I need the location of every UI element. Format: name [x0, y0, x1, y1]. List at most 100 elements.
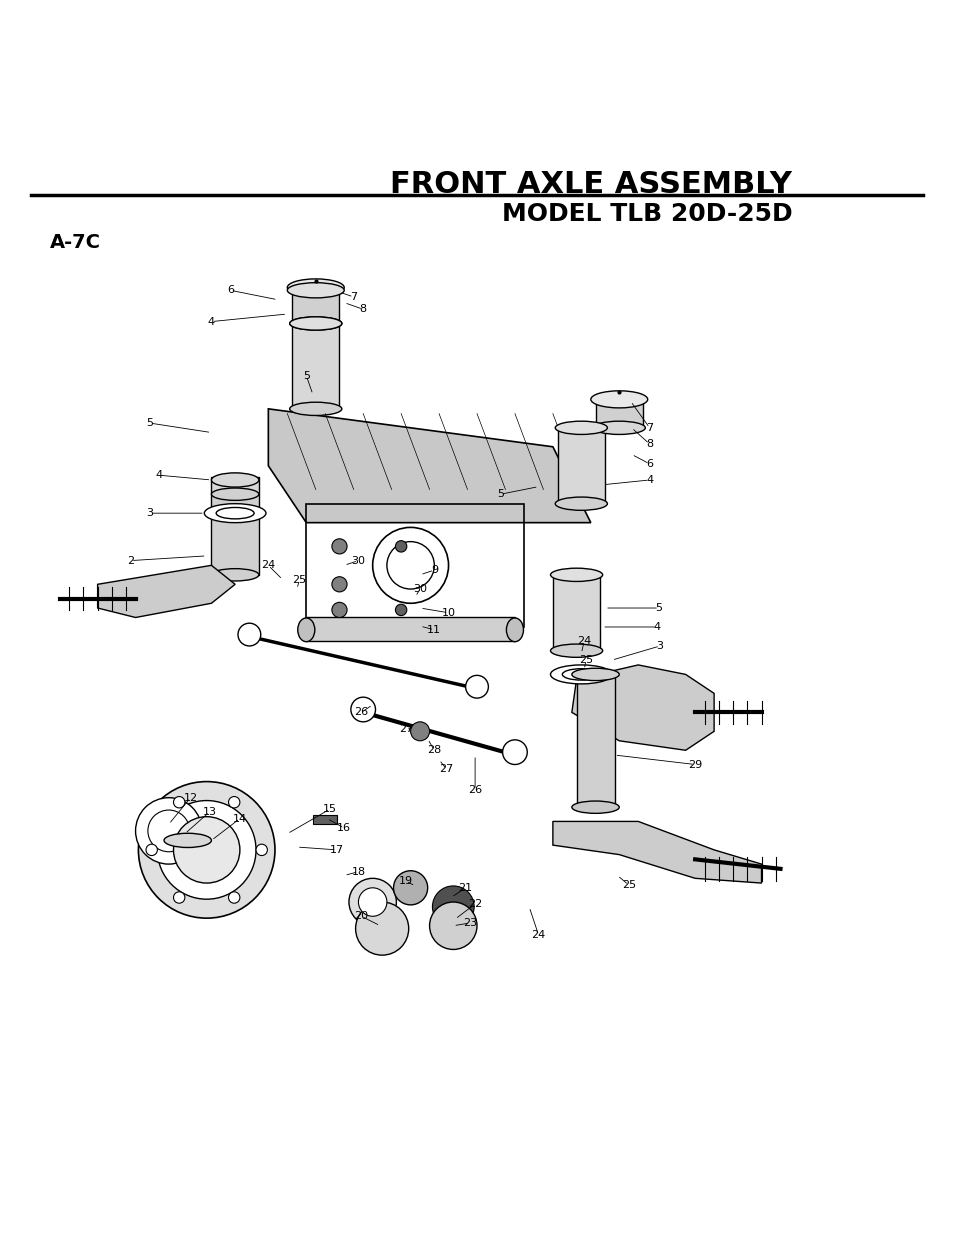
Circle shape	[173, 892, 185, 903]
Text: 25: 25	[621, 881, 635, 890]
Circle shape	[229, 797, 239, 808]
Circle shape	[138, 782, 274, 918]
Text: 28: 28	[427, 745, 441, 756]
Text: 8: 8	[645, 438, 653, 450]
Bar	[306, 618, 515, 641]
Circle shape	[355, 902, 408, 955]
Text: 15: 15	[323, 804, 336, 814]
Circle shape	[349, 878, 395, 926]
Ellipse shape	[590, 390, 647, 408]
Circle shape	[135, 798, 202, 864]
Bar	[595, 398, 642, 427]
Text: 27: 27	[398, 725, 413, 735]
Bar	[313, 815, 336, 824]
Text: 4: 4	[208, 316, 214, 326]
Ellipse shape	[212, 488, 258, 500]
Bar	[553, 574, 599, 651]
Circle shape	[332, 603, 347, 618]
Circle shape	[432, 885, 474, 927]
Polygon shape	[268, 409, 590, 522]
Text: 17: 17	[329, 845, 343, 855]
Circle shape	[429, 902, 476, 950]
Ellipse shape	[571, 802, 618, 814]
Text: 26: 26	[354, 708, 368, 718]
Text: 16: 16	[336, 823, 351, 834]
Ellipse shape	[290, 317, 341, 330]
Text: 4: 4	[645, 475, 653, 485]
Text: 24: 24	[261, 561, 275, 571]
Text: 5: 5	[655, 603, 662, 613]
Bar	[576, 674, 614, 808]
Text: 6: 6	[645, 459, 653, 469]
Circle shape	[148, 810, 190, 852]
Text: 13: 13	[202, 806, 216, 816]
Text: 26: 26	[468, 785, 481, 795]
Circle shape	[332, 538, 347, 555]
Polygon shape	[97, 566, 234, 618]
Ellipse shape	[212, 568, 258, 580]
Circle shape	[465, 676, 488, 698]
Text: 24: 24	[531, 930, 545, 940]
Ellipse shape	[297, 618, 314, 642]
Text: 30: 30	[351, 556, 365, 566]
Text: 27: 27	[439, 764, 454, 774]
Circle shape	[157, 800, 255, 899]
Circle shape	[229, 892, 239, 903]
Ellipse shape	[290, 403, 341, 415]
Ellipse shape	[287, 283, 344, 298]
Circle shape	[395, 604, 406, 615]
Ellipse shape	[506, 618, 523, 642]
Circle shape	[255, 845, 267, 856]
Circle shape	[237, 624, 260, 646]
Ellipse shape	[593, 421, 644, 435]
Text: 9: 9	[431, 566, 437, 576]
Bar	[292, 324, 339, 409]
Text: 5: 5	[302, 370, 310, 380]
Text: 5: 5	[497, 489, 504, 499]
Text: 10: 10	[441, 608, 456, 618]
Text: 7: 7	[645, 422, 653, 432]
Ellipse shape	[550, 568, 602, 582]
Ellipse shape	[555, 496, 607, 510]
Text: 18: 18	[351, 867, 365, 877]
Text: 24: 24	[577, 636, 591, 646]
Circle shape	[351, 698, 375, 721]
Text: 29: 29	[687, 760, 701, 769]
Circle shape	[394, 871, 427, 905]
Text: 3: 3	[146, 508, 153, 519]
Text: 22: 22	[468, 899, 481, 909]
Ellipse shape	[561, 668, 599, 680]
Ellipse shape	[550, 664, 612, 684]
Text: 12: 12	[183, 793, 197, 803]
Text: 8: 8	[359, 304, 366, 314]
Text: 4: 4	[155, 471, 163, 480]
Text: 14: 14	[233, 814, 247, 824]
Circle shape	[332, 577, 347, 592]
Polygon shape	[571, 664, 714, 751]
Circle shape	[173, 797, 185, 808]
Ellipse shape	[212, 473, 258, 487]
Ellipse shape	[216, 508, 253, 519]
Text: A-7C: A-7C	[51, 233, 101, 252]
Circle shape	[146, 845, 157, 856]
Polygon shape	[553, 821, 760, 883]
Ellipse shape	[290, 317, 341, 330]
Text: 23: 23	[463, 918, 476, 927]
Text: 25: 25	[293, 574, 306, 584]
Bar	[212, 494, 258, 574]
Ellipse shape	[164, 834, 212, 847]
Circle shape	[173, 816, 239, 883]
Text: 19: 19	[398, 876, 413, 887]
Text: 11: 11	[427, 625, 441, 635]
Circle shape	[373, 527, 448, 603]
Ellipse shape	[550, 645, 602, 657]
Text: 6: 6	[227, 285, 233, 295]
Text: 4: 4	[653, 622, 660, 632]
Text: 3: 3	[656, 641, 663, 651]
Circle shape	[502, 740, 527, 764]
Circle shape	[387, 542, 434, 589]
Text: MODEL TLB 20D-25D: MODEL TLB 20D-25D	[502, 203, 792, 226]
Text: 5: 5	[146, 419, 153, 429]
Ellipse shape	[287, 279, 344, 296]
Ellipse shape	[571, 668, 618, 680]
